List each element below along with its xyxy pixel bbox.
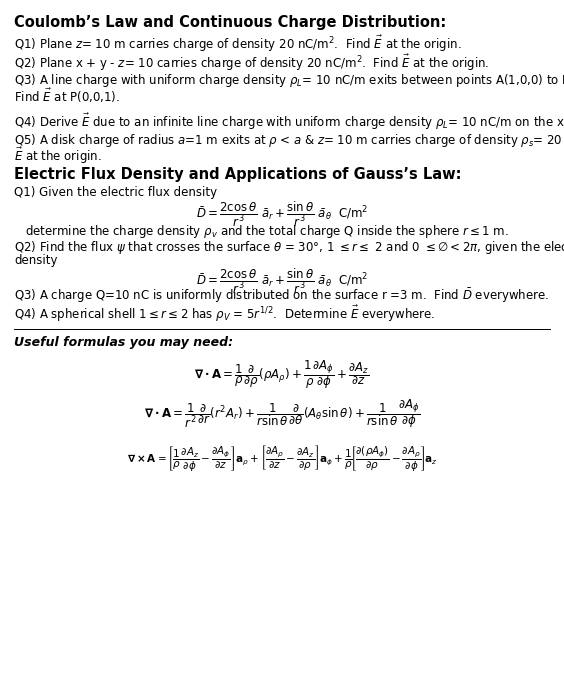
Text: Electric Flux Density and Applications of Gauss’s Law:: Electric Flux Density and Applications o… — [14, 167, 461, 181]
Text: $\bar{D} = \dfrac{2\cos\theta}{r^3}\ \bar{a}_r + \dfrac{\sin\theta}{r^3}\ \bar{a: $\bar{D} = \dfrac{2\cos\theta}{r^3}\ \ba… — [196, 200, 368, 229]
Text: determine the charge density $\rho_v$ and the total charge Q inside the sphere $: determine the charge density $\rho_v$ an… — [25, 223, 509, 240]
Text: Q4) A spherical shell 1$\leq r \leq$2 has $\rho_V$ = 5$r^{1/2}$.  Determine $\ve: Q4) A spherical shell 1$\leq r \leq$2 ha… — [14, 304, 435, 324]
Text: density: density — [14, 254, 58, 267]
Text: $\vec{E}$ at the origin.: $\vec{E}$ at the origin. — [14, 146, 102, 166]
Text: Q5) A disk charge of radius $a$=1 m exits at $\rho$ < $a$ & $z$= 10 m carries ch: Q5) A disk charge of radius $a$=1 m exit… — [14, 131, 564, 150]
Text: Q1) Plane $z$= 10 m carries charge of density 20 nC/m$^2$.  Find $\vec{E}$ at th: Q1) Plane $z$= 10 m carries charge of de… — [14, 34, 461, 55]
Text: Q3) A charge Q=10 nC is uniformly distributed on the surface r =3 m.  Find $\bar: Q3) A charge Q=10 nC is uniformly distri… — [14, 287, 549, 305]
Text: $\mathbf{\nabla \cdot A} = \dfrac{1}{r^2}\dfrac{\partial}{\partial r}(r^2 A_r) +: $\mathbf{\nabla \cdot A} = \dfrac{1}{r^2… — [144, 398, 420, 430]
Text: Q4) Derive $\vec{E}$ due to an infinite line charge with uniform charge density : Q4) Derive $\vec{E}$ due to an infinite … — [14, 112, 564, 132]
Text: Q2) Plane x + y - $z$= 10 carries charge of density 20 nC/m$^2$.  Find $\vec{E}$: Q2) Plane x + y - $z$= 10 carries charge… — [14, 53, 490, 74]
Text: $\mathbf{\nabla \cdot A} = \dfrac{1}{\rho}\dfrac{\partial}{\partial\rho}(\rho A_: $\mathbf{\nabla \cdot A} = \dfrac{1}{\rh… — [195, 358, 369, 391]
Text: Coulomb’s Law and Continuous Charge Distribution:: Coulomb’s Law and Continuous Charge Dist… — [14, 15, 446, 30]
Text: Q2) Find the flux $\psi$ that crosses the surface $\theta$ = 30°, 1 $\leq r \leq: Q2) Find the flux $\psi$ that crosses th… — [14, 239, 564, 256]
Text: Q1) Given the electric flux density: Q1) Given the electric flux density — [14, 186, 217, 200]
Text: Q3) A line charge with uniform charge density $\rho_L$= 10 nC/m exits between po: Q3) A line charge with uniform charge de… — [14, 72, 564, 89]
Text: Find $\vec{E}$ at P(0,0,1).: Find $\vec{E}$ at P(0,0,1). — [14, 87, 120, 105]
Text: $\bar{D} = \dfrac{2\cos\theta}{r^3}\ \bar{a}_r + \dfrac{\sin\theta}{r^3}\ \bar{a: $\bar{D} = \dfrac{2\cos\theta}{r^3}\ \ba… — [196, 267, 368, 295]
Text: $\mathbf{\nabla \times A} = \left[\dfrac{1}{\rho}\dfrac{\partial A_z}{\partial\p: $\mathbf{\nabla \times A} = \left[\dfrac… — [127, 443, 437, 473]
Text: Useful formulas you may need:: Useful formulas you may need: — [14, 336, 233, 349]
